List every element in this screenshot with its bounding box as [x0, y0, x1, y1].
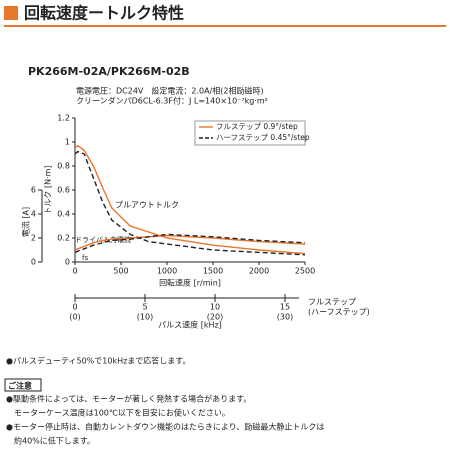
note-line: ●駆動条件によっては、モーターが著しく発熱する場合があります。: [6, 394, 251, 404]
series-line: [74, 233, 306, 254]
note: ●パルスデューティ50%で10kHzまで応答します。: [6, 356, 191, 366]
y2-tick-label: 2: [31, 234, 36, 243]
series-line: [74, 234, 306, 251]
x-tick-label: 2500: [295, 267, 315, 276]
y-label: トルク [N·m]: [44, 165, 53, 214]
caution-title: ご注意: [8, 381, 32, 391]
y-tick-label: 0.2: [57, 234, 70, 243]
title: 回転速度ートルク特性: [24, 4, 184, 23]
y-tick-label: 1.2: [57, 114, 70, 123]
pulse-name: (ハーフステップ): [308, 308, 370, 317]
pulse-tick-label: 10: [210, 303, 220, 312]
legend-label: フルステップ 0.9°/step: [216, 122, 298, 131]
pulse-half-label: (0): [69, 313, 80, 322]
series-line: [74, 144, 306, 255]
annotation: fs: [82, 254, 88, 262]
y2-tick-label: 0: [31, 258, 36, 267]
x-tick-label: 1500: [203, 267, 223, 276]
note-line: ●モーター停止時は、自動カレントダウン機能のはたらきにより、励磁最大静止トルクは: [6, 422, 324, 432]
y-tick-label: 0.8: [57, 162, 70, 171]
note-line: 約40%に低下します。: [6, 436, 95, 446]
model: PK266M-02A/PK266M-02B: [28, 65, 190, 78]
caution-box: [4, 378, 42, 392]
title-square: [4, 6, 18, 20]
y-tick-label: 0.4: [57, 210, 70, 219]
pulse-tick-label: 0: [72, 303, 77, 312]
pulse-name: フルステップ: [308, 298, 356, 307]
annotation: プルアウトトルク: [115, 201, 179, 210]
x-tick-label: 2000: [249, 267, 269, 276]
x-tick-label: 1000: [157, 267, 177, 276]
x-label: 回転速度 [r/min]: [159, 278, 221, 288]
pulse-tick-label: 15: [280, 303, 290, 312]
pulse-label: パルス速度 [kHz]: [158, 320, 222, 330]
pulse-half-label: (30): [277, 313, 293, 322]
condition: クリーンダンパD6CL-6.3F付：J L=140×10⁻⁷kg·m²: [76, 96, 268, 106]
pulse-tick-label: 5: [142, 303, 147, 312]
legend-label: ハーフステップ 0.45°/step: [216, 133, 310, 142]
y-tick-label: 0: [65, 258, 70, 267]
y2-tick-label: 6: [31, 186, 36, 195]
y2-tick-label: 4: [31, 210, 36, 219]
x-tick-label: 500: [113, 267, 128, 276]
pulse-half-label: (20): [207, 313, 223, 322]
pulse-half-label: (10): [137, 313, 153, 322]
y-tick-label: 0.6: [57, 186, 70, 195]
condition: 電源電圧：DC24V 設定電流：2.0A/相(2相励磁時): [76, 86, 264, 96]
note-line: モーターケース温度は100℃以下を目安にお使いください。: [6, 408, 230, 418]
y-tick-label: 1: [65, 138, 70, 147]
series-line: [74, 150, 306, 256]
legend-box: [194, 120, 306, 146]
annotation: ドライバ入力電流: [75, 235, 131, 244]
y2-label: 電流 [A]: [21, 207, 31, 237]
x-tick-label: 0: [72, 267, 77, 276]
